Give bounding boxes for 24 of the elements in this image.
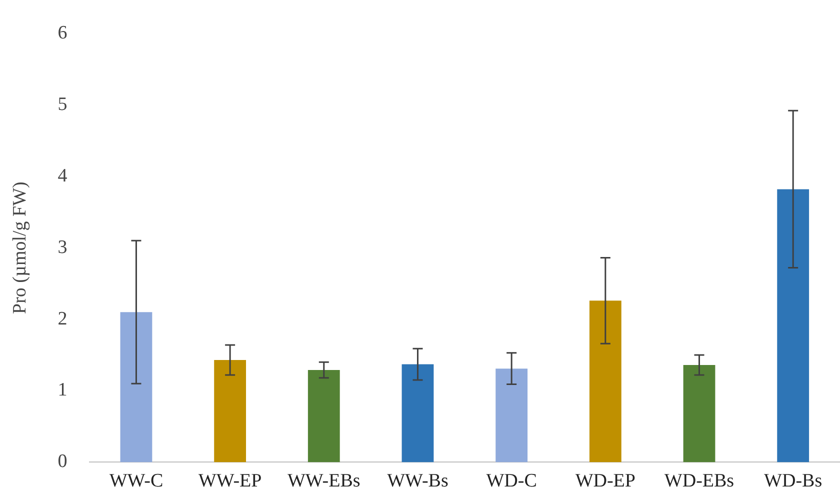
y-axis-title: Pro (µmol/g FW): [9, 182, 30, 314]
y-tick-label: 4: [58, 165, 68, 186]
bar: [496, 368, 528, 462]
y-tick-label: 2: [58, 308, 68, 330]
x-tick-label: WD-Bs: [764, 470, 822, 492]
x-tick-label: WD-C: [486, 470, 537, 492]
y-tick-label: 1: [58, 380, 68, 401]
bar: [120, 312, 152, 462]
y-tick-label: 6: [58, 22, 68, 44]
x-tick-label: WW-C: [109, 470, 164, 492]
bar: [589, 300, 622, 462]
y-tick-label: 0: [58, 451, 68, 472]
x-tick-label: WW-EBs: [287, 470, 360, 492]
bar: [402, 364, 434, 462]
bar: [308, 370, 340, 462]
x-tick-label: WW-EP: [198, 470, 262, 492]
y-tick-label: 5: [58, 94, 68, 115]
bar: [683, 365, 716, 462]
bar: [777, 189, 810, 462]
y-tick-label: 3: [58, 236, 68, 258]
x-tick-label: WD-EBs: [664, 470, 734, 492]
x-tick-label: WW-Bs: [387, 470, 448, 492]
x-tick-label: WD-EP: [575, 470, 636, 492]
bar: [214, 360, 246, 462]
